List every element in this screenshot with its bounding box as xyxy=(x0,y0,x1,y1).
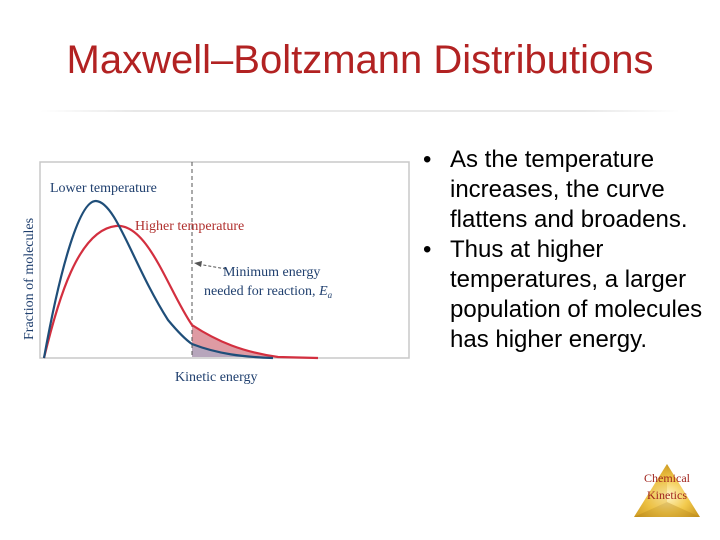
bullet-dot: • xyxy=(423,236,432,263)
threshold-label-line1: Minimum energy xyxy=(223,265,320,280)
badge-label: Chemical Kinetics xyxy=(632,470,702,504)
bullet-item: • As the temperature increases, the curve… xyxy=(420,145,710,235)
lower-temperature-label: Lower temperature xyxy=(50,181,157,196)
slide-title: Maxwell–Boltzmann Distributions xyxy=(66,38,654,82)
chemical-kinetics-badge: Chemical Kinetics xyxy=(632,462,702,518)
threshold-label-line2: needed for reaction, Ea xyxy=(204,284,333,300)
plot-frame xyxy=(39,161,410,359)
lower-temperature-curve xyxy=(42,199,274,360)
badge-line2: Kinetics xyxy=(647,488,687,502)
threshold-arrowhead xyxy=(194,261,202,267)
title-divider xyxy=(40,110,680,112)
bullet-dot: • xyxy=(423,146,432,173)
shaded-region xyxy=(192,325,278,357)
badge-line1: Chemical xyxy=(644,471,690,485)
bullet-text: Thus at higher temperatures, a larger po… xyxy=(450,236,703,353)
bullet-text: As the temperature increases, the curve … xyxy=(450,146,688,233)
bullet-list: • As the temperature increases, the curve… xyxy=(420,145,710,355)
higher-temperature-curve xyxy=(42,224,319,360)
shaded-region-lower xyxy=(192,344,273,357)
higher-temperature-label: Higher temperature xyxy=(135,219,244,234)
x-axis-label: Kinetic energy xyxy=(175,370,258,385)
bullet-item: • Thus at higher temperatures, a larger p… xyxy=(420,235,710,355)
y-axis-label: Fraction of molecules xyxy=(22,218,37,340)
maxwell-boltzmann-figure: Lower temperature Higher temperature Min… xyxy=(18,160,418,390)
distribution-diagram: Lower temperature Higher temperature Min… xyxy=(22,161,410,385)
pyramid-icon xyxy=(634,464,700,517)
